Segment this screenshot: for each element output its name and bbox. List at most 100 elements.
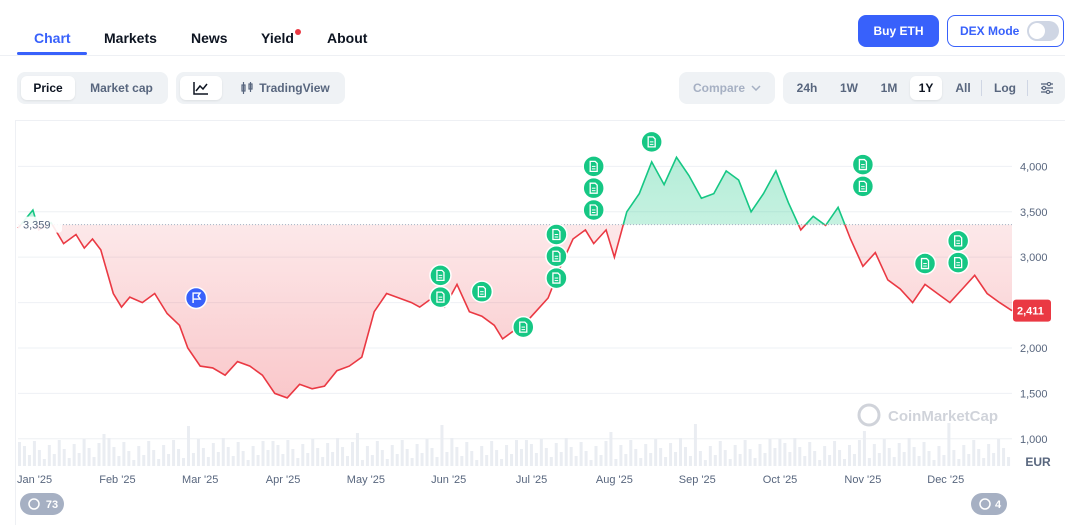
news-event-marker[interactable] bbox=[512, 315, 535, 339]
event-markers[interactable] bbox=[184, 130, 970, 339]
tab-markets[interactable]: Markets bbox=[104, 30, 157, 46]
tab-yield[interactable]: Yield bbox=[261, 30, 294, 46]
market-cap-button[interactable]: Market cap bbox=[90, 81, 153, 95]
volume-bar bbox=[847, 445, 851, 466]
volume-bar bbox=[47, 445, 51, 466]
volume-bar bbox=[539, 439, 543, 466]
log-scale-button[interactable]: Log bbox=[994, 81, 1016, 95]
volume-bar bbox=[137, 446, 141, 466]
x-tick-label: Jun '25 bbox=[431, 474, 466, 486]
news-event-marker[interactable] bbox=[429, 285, 452, 309]
news-event-marker[interactable] bbox=[429, 264, 452, 287]
range-1m-button[interactable]: 1M bbox=[880, 81, 898, 95]
volume-bar bbox=[316, 448, 320, 466]
news-event-marker[interactable] bbox=[851, 175, 875, 198]
coinmarketcap-watermark: CoinMarketCap bbox=[857, 403, 998, 427]
volume-bar bbox=[793, 438, 797, 466]
chart-settings-button[interactable] bbox=[1033, 76, 1061, 100]
price-area-fill bbox=[18, 157, 1012, 398]
line-chart-button[interactable] bbox=[180, 76, 222, 100]
volume-bar bbox=[147, 441, 151, 466]
news-event-marker[interactable] bbox=[582, 198, 605, 222]
tradingview-label: TradingView bbox=[259, 81, 330, 95]
news-event-marker[interactable] bbox=[545, 266, 568, 290]
volume-bar bbox=[336, 438, 340, 466]
volume-bar bbox=[152, 450, 156, 466]
volume-bar bbox=[450, 438, 454, 466]
divider bbox=[1027, 80, 1028, 96]
volume-bar bbox=[584, 451, 588, 466]
volume-bar bbox=[877, 453, 881, 466]
news-event-marker[interactable] bbox=[640, 130, 663, 154]
tradingview-button[interactable]: TradingView bbox=[232, 76, 338, 100]
volume-bar bbox=[236, 442, 240, 466]
volume-bar bbox=[594, 446, 598, 466]
news-event-marker[interactable] bbox=[545, 245, 568, 268]
volume-bar bbox=[569, 447, 573, 466]
document-icon bbox=[858, 180, 868, 193]
document-icon bbox=[920, 257, 930, 270]
volume-bar bbox=[380, 450, 384, 466]
news-event-marker[interactable] bbox=[851, 153, 875, 176]
volume-bar bbox=[52, 454, 56, 466]
x-tick-label: Feb '25 bbox=[99, 474, 135, 486]
volume-bar bbox=[823, 446, 827, 466]
x-tick-label: Jan '25 bbox=[17, 474, 52, 486]
range-1y-button[interactable]: 1Y bbox=[910, 76, 942, 100]
volume-bar bbox=[708, 446, 712, 466]
document-icon bbox=[858, 158, 868, 171]
volume-bar bbox=[604, 441, 608, 466]
dex-mode-toggle-button[interactable]: DEX Mode bbox=[947, 15, 1064, 47]
buy-eth-button[interactable]: Buy ETH bbox=[858, 15, 939, 47]
volume-bar bbox=[32, 441, 36, 466]
news-event-marker[interactable] bbox=[946, 229, 970, 253]
price-chart-area[interactable]: 3,359 1,000 1,500 2,000 3,000 3,500 4,000 Jan… bbox=[15, 120, 1065, 525]
volume-bar bbox=[206, 457, 210, 466]
x-tick-label: Dec '25 bbox=[927, 474, 964, 486]
volume-bar bbox=[852, 454, 856, 466]
volume-bar bbox=[693, 424, 697, 466]
news-event-marker[interactable] bbox=[470, 280, 494, 303]
tab-chart[interactable]: Chart bbox=[34, 30, 71, 46]
news-event-marker[interactable] bbox=[582, 176, 605, 200]
range-1w-button[interactable]: 1W bbox=[840, 81, 858, 95]
volume-bar bbox=[440, 425, 444, 466]
tab-news[interactable]: News bbox=[191, 30, 228, 46]
volume-bar bbox=[748, 449, 752, 466]
x-tick-label: Mar '25 bbox=[182, 474, 218, 486]
x-tick-label: Sep '25 bbox=[679, 474, 716, 486]
price-button[interactable]: Price bbox=[21, 76, 75, 100]
volume-bar bbox=[62, 449, 66, 466]
tab-about[interactable]: About bbox=[327, 30, 368, 46]
compare-dropdown[interactable]: Compare bbox=[679, 72, 775, 104]
volume-bar bbox=[977, 449, 981, 466]
volume-bar bbox=[962, 445, 966, 466]
x-tick-label: Nov '25 bbox=[844, 474, 881, 486]
news-event-marker[interactable] bbox=[545, 223, 568, 246]
volume-bar bbox=[465, 442, 469, 466]
volume-bar bbox=[191, 453, 195, 466]
toggle-switch[interactable] bbox=[1027, 21, 1059, 41]
volume-bar bbox=[559, 452, 563, 466]
volume-bar bbox=[460, 456, 464, 466]
news-event-marker[interactable] bbox=[582, 155, 605, 178]
price-chart[interactable]: 3,359 1,000 1,500 2,000 3,000 3,500 4,000 Jan… bbox=[16, 121, 1065, 525]
volume-bar bbox=[196, 439, 200, 466]
volume-bar bbox=[773, 448, 777, 466]
volume-bar bbox=[554, 443, 558, 466]
price-line-down bbox=[17, 224, 1013, 399]
news-event-marker[interactable] bbox=[913, 252, 937, 275]
volume-bar bbox=[350, 442, 354, 466]
range-all-button[interactable]: All bbox=[955, 81, 971, 95]
flag-event-marker[interactable] bbox=[184, 286, 208, 310]
volume-bar bbox=[768, 439, 772, 466]
volume-bar bbox=[803, 456, 807, 466]
range-24h-button[interactable]: 24h bbox=[796, 81, 818, 95]
history-badge-right[interactable]: 4 bbox=[971, 493, 1007, 515]
compare-label: Compare bbox=[692, 81, 745, 95]
history-badge-left[interactable]: 73 bbox=[20, 493, 64, 515]
y-tick-label: 1,000 bbox=[1020, 434, 1048, 446]
volume-bar bbox=[639, 458, 643, 466]
news-event-marker[interactable] bbox=[946, 251, 970, 274]
volume-bar bbox=[544, 448, 548, 466]
